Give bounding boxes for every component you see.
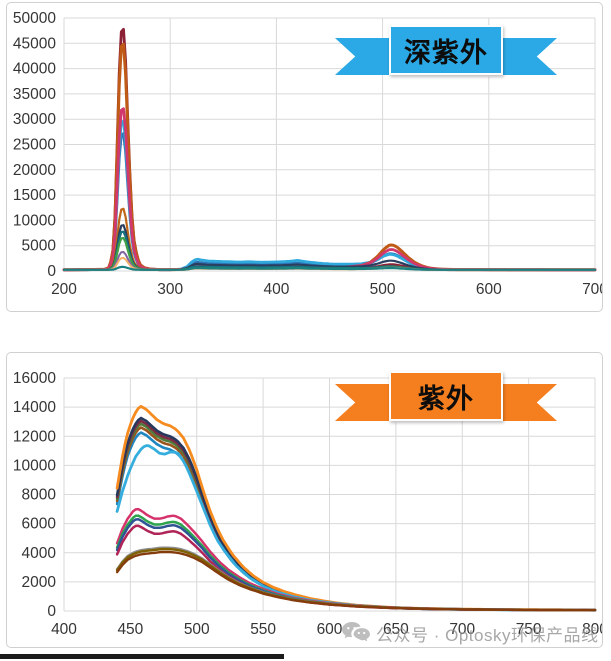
svg-text:20000: 20000 (13, 162, 56, 179)
deep-uv-chart: 0 5000 10000 15000 20000 25000 30000 35000 40000… (13, 10, 602, 298)
svg-text:200: 200 (51, 281, 77, 298)
svg-text:450: 450 (117, 621, 143, 638)
svg-text:50000: 50000 (13, 10, 56, 27)
svg-text:30000: 30000 (13, 111, 56, 128)
svg-text:5000: 5000 (22, 238, 57, 255)
svg-text:750: 750 (516, 621, 542, 638)
deep-uv-banner-label: 深紫外 (389, 25, 503, 75)
svg-text:2000: 2000 (22, 574, 57, 591)
bottom-black-bar (0, 654, 284, 659)
svg-text:500: 500 (184, 621, 210, 638)
svg-text:0: 0 (47, 603, 56, 620)
svg-text:15000: 15000 (13, 187, 56, 204)
svg-text:650: 650 (383, 621, 409, 638)
svg-text:400: 400 (51, 621, 77, 638)
svg-text:40000: 40000 (13, 61, 56, 78)
svg-text:500: 500 (370, 281, 396, 298)
svg-text:35000: 35000 (13, 86, 56, 103)
svg-text:14000: 14000 (13, 399, 56, 416)
uv-banner-label: 紫外 (389, 371, 503, 421)
svg-text:600: 600 (317, 621, 343, 638)
deep-uv-ribbon-banner: 深紫外 (335, 25, 557, 79)
svg-text:800: 800 (582, 621, 602, 638)
uv-ribbon-banner: 紫外 (335, 371, 557, 425)
chart-panel-deep-uv: 0 5000 10000 15000 20000 25000 30000 35000 40000… (6, 2, 603, 312)
svg-text:400: 400 (263, 281, 289, 298)
svg-text:8000: 8000 (22, 487, 57, 504)
svg-text:25000: 25000 (13, 137, 56, 154)
svg-text:600: 600 (476, 281, 502, 298)
svg-text:6000: 6000 (22, 516, 57, 533)
svg-text:4000: 4000 (22, 545, 57, 562)
svg-text:45000: 45000 (13, 35, 56, 52)
svg-text:300: 300 (157, 281, 183, 298)
chart-panel-uv: 0 2000 4000 6000 8000 10000 12000 14000 16000 400… (6, 352, 603, 648)
svg-text:0: 0 (47, 263, 56, 280)
svg-text:16000: 16000 (13, 370, 56, 387)
svg-text:10000: 10000 (13, 457, 56, 474)
svg-text:12000: 12000 (13, 428, 56, 445)
svg-text:10000: 10000 (13, 212, 56, 229)
svg-text:700: 700 (449, 621, 475, 638)
svg-text:550: 550 (250, 621, 276, 638)
svg-text:700: 700 (582, 281, 602, 298)
